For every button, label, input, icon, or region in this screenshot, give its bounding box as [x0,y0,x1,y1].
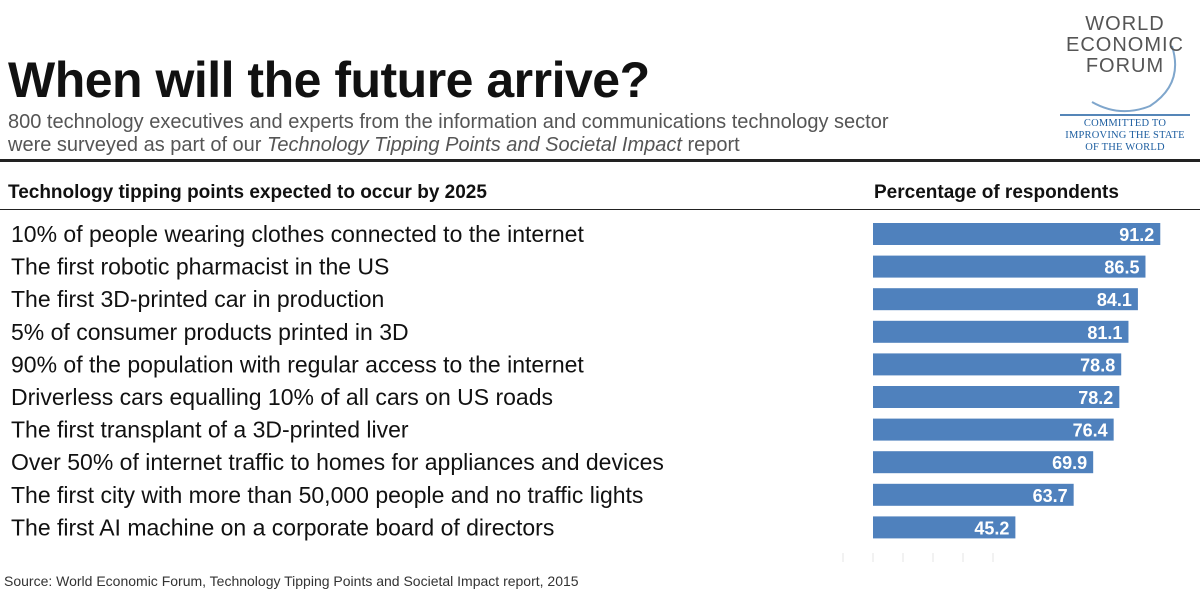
source-note: Source: World Economic Forum, Technology… [4,573,579,589]
logo-tagline: COMMITTED TO IMPROVING THE STATE OF THE … [1050,118,1200,154]
header-rule-bottom [0,209,1200,210]
bar [873,483,1074,506]
value-label: 81.1 [1087,323,1122,343]
bar [873,320,1129,343]
value-label: 91.2 [1119,225,1154,245]
category-label: The first robotic pharmacist in the US [11,254,389,280]
value-label: 78.2 [1078,388,1113,408]
value-label: 63.7 [1033,486,1068,506]
chart-subtitle: 800 technology executives and experts fr… [8,111,889,157]
category-label: The first transplant of a 3D-printed liv… [11,417,409,443]
subtitle-line-1: 800 technology executives and experts fr… [8,111,889,133]
wef-logo: WORLD ECONOMIC FORUM COMMITTED TO IMPROV… [1050,13,1200,153]
logo-line-3: FORUM [1085,55,1165,77]
category-label: 5% of consumer products printed in 3D [11,319,409,345]
value-label: 84.1 [1097,290,1132,310]
value-label: 76.4 [1073,421,1108,441]
value-label: 45.2 [974,518,1009,538]
logo-tagline-3: OF THE WORLD [1085,142,1165,153]
subtitle-suffix: report [681,134,740,156]
logo-tagline-2: IMPROVING THE STATE [1065,130,1185,141]
bar [873,451,1094,474]
bar [873,386,1120,408]
bar [873,418,1114,441]
logo-swoosh-icon [1060,45,1190,116]
bar [873,223,1161,245]
chart-title: When will the future arrive? [8,52,650,108]
category-label: 10% of people wearing clothes connected … [11,221,584,247]
category-label: The first city with more than 50,000 peo… [11,482,643,508]
logo-line-1: WORLD [1085,13,1165,35]
logo-tagline-1: COMMITTED TO [1083,118,1167,129]
logo-line-2: ECONOMIC [1066,34,1184,56]
category-header: Technology tipping points expected to oc… [8,182,487,203]
value-label: 78.8 [1080,355,1115,375]
report-name: Technology Tipping Points and Societal I… [267,134,682,156]
bar [873,255,1146,278]
subtitle-prefix: were surveyed as part of our [8,134,268,156]
subtitle-line-2: were surveyed as part of our Technology … [8,134,889,157]
value-label: 69.9 [1052,453,1087,473]
category-label: Over 50% of internet traffic to homes fo… [11,449,664,475]
value-header: Percentage of respondents [874,182,1119,203]
value-label: 86.5 [1104,258,1139,278]
header-rule-top [0,159,1200,162]
category-label: The first AI machine on a corporate boar… [11,514,554,540]
bar [873,288,1138,311]
bar [873,516,1016,539]
category-label: Driverless cars equalling 10% of all car… [11,384,553,410]
category-label: The first 3D-printed car in production [11,286,384,312]
bar [873,353,1122,376]
category-label: 90% of the population with regular acces… [11,351,584,377]
